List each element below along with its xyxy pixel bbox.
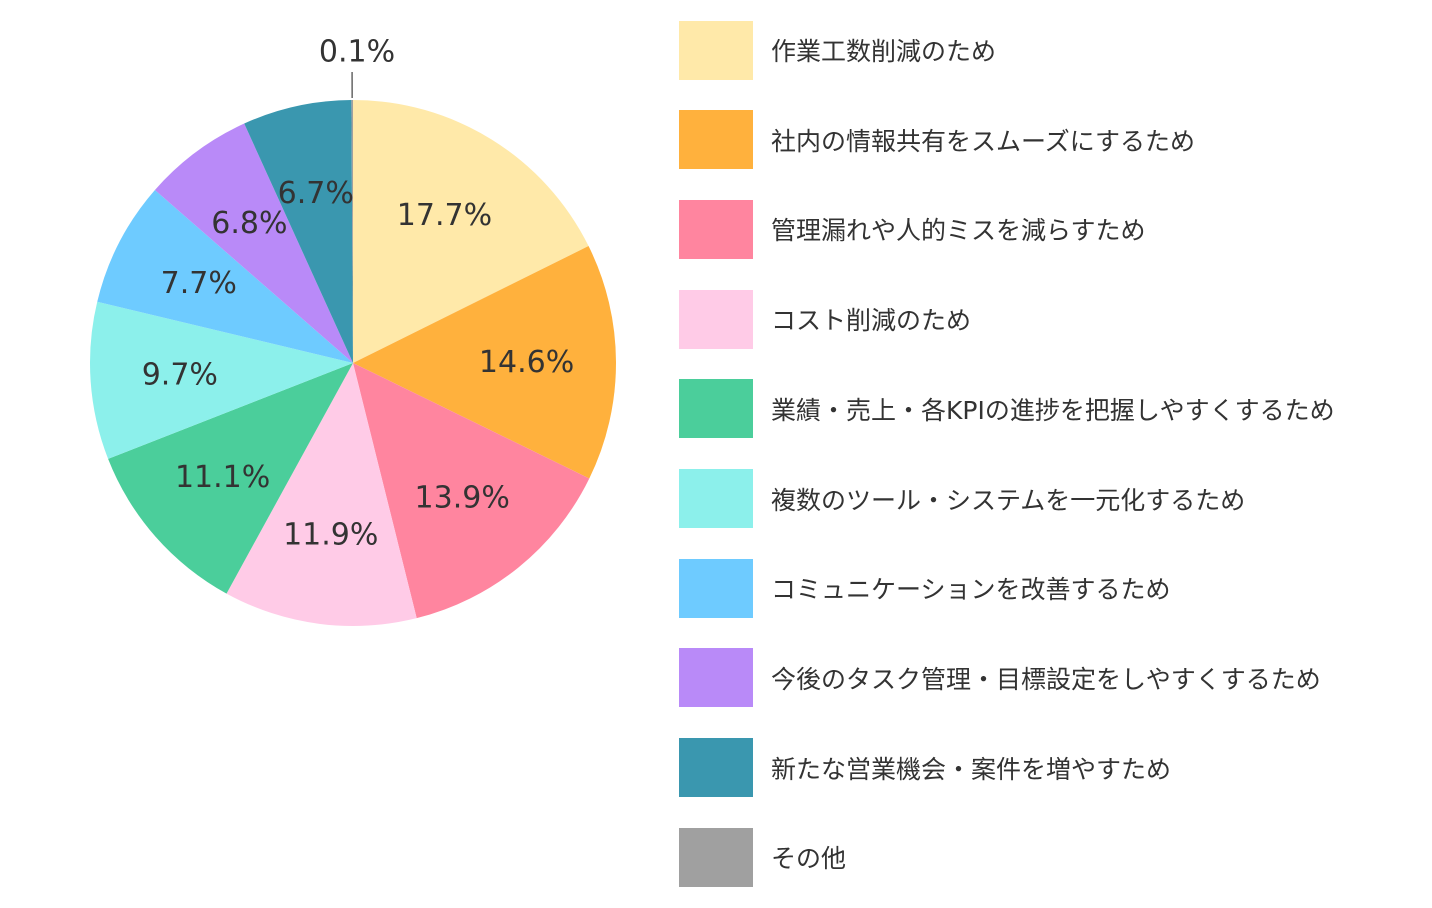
- legend-label: 社内の情報共有をスムーズにするため: [771, 126, 1196, 156]
- slice-value-label-6: 9.7%: [142, 357, 218, 392]
- legend-swatch: [679, 199, 753, 259]
- slice-value-label-1: 17.7%: [397, 198, 492, 233]
- legend-label: 作業工数削減のため: [771, 37, 997, 66]
- pie-chart: 17.7% 14.6% 13.9% 11.9% 11.1% 9.7% 7.7% 6.8%6.7…: [89, 35, 616, 626]
- pie-slice-3: [353, 363, 590, 619]
- legend-item: その他: [679, 827, 1419, 887]
- pie-slice-8: [154, 123, 353, 363]
- legend-item: 作業工数削減のため: [679, 20, 1419, 80]
- legend-label: 新たな営業機会・案件を増やすため: [771, 754, 1172, 784]
- pie-slice-6: [89, 301, 353, 459]
- legend-item: コミュニケーションを改善するため: [679, 558, 1419, 618]
- legend-swatch: [679, 20, 753, 80]
- legend-item: コスト削減のため: [679, 289, 1419, 349]
- slice-value-label-8: 6.8%: [211, 206, 287, 241]
- chart-legend: 作業工数削減のため社内の情報共有をスムーズにするため 管理漏れや人的ミスを減らすた…: [679, 20, 1419, 890]
- legend-swatch: [679, 738, 753, 798]
- legend-swatch: [679, 110, 753, 170]
- legend-swatch: [679, 289, 753, 349]
- legend-label: 今後のタスク管理・目標設定をしやすくするため: [771, 664, 1321, 694]
- legend-item: 今後のタスク管理・目標設定をしやすくするため: [679, 648, 1419, 708]
- legend-label: その他: [771, 844, 847, 874]
- pie-slice-7: [97, 189, 354, 363]
- legend-item: 新たな営業機会・案件を増やすため: [679, 738, 1419, 798]
- pie-slice-2: [353, 246, 616, 479]
- legend-swatch: [679, 558, 753, 618]
- pie-slice-5: [108, 363, 353, 594]
- slice-value-label-10: 0.1%: [319, 35, 395, 70]
- pie-slice-1: [353, 100, 589, 363]
- slice-value-label-3: 13.9%: [415, 480, 510, 515]
- legend-label: コミュニケーションを改善するため: [771, 575, 1171, 605]
- legend-label: 複数のツール・システムを一元化するため: [771, 485, 1246, 515]
- slice-value-label-4: 11.9%: [283, 518, 378, 553]
- legend-item: 管理漏れや人的ミスを減らすため: [679, 199, 1419, 259]
- legend-swatch: [679, 827, 753, 887]
- legend-swatch: [679, 379, 753, 439]
- legend-label: コスト削減のため: [771, 306, 972, 336]
- legend-swatch: [679, 648, 753, 708]
- slice-value-label-5: 11.1%: [175, 460, 270, 495]
- legend-item: 業績・売上・各KPIの進捗を把握しやすくするため: [679, 379, 1419, 439]
- slice-value-label-7: 7.7%: [161, 266, 237, 301]
- pie-slice-9: [244, 100, 353, 363]
- legend-swatch: [679, 469, 753, 528]
- slice-value-label-9: 6.7%: [278, 176, 354, 211]
- legend-label: 業績・売上・各KPIの進捗を把握しやすくするため: [771, 395, 1335, 425]
- pie-slice-4: [226, 363, 417, 626]
- slice-value-label-2: 14.6%: [479, 345, 574, 380]
- pie-slice-10: [351, 100, 353, 363]
- legend-label: 管理漏れや人的ミスを減らすため: [771, 216, 1146, 246]
- legend-item: 社内の情報共有をスムーズにするため: [679, 110, 1419, 170]
- legend-item: 複数のツール・システムを一元化するため: [679, 469, 1419, 529]
